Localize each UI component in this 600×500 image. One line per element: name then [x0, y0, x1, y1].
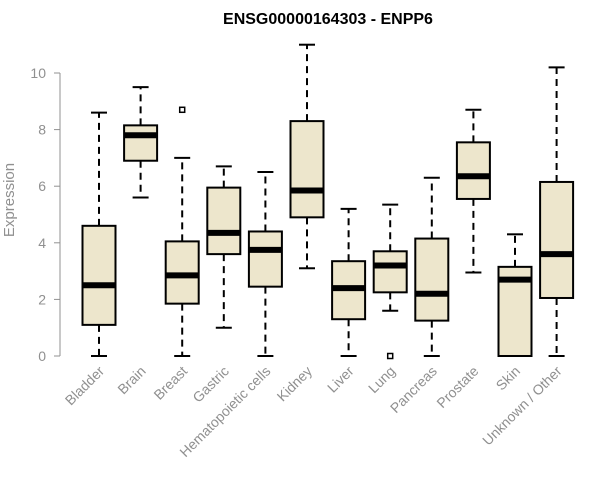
iqr-box — [539, 180, 575, 299]
x-category-label: Breast — [150, 363, 190, 403]
iqr-box — [247, 230, 283, 288]
box-bladder — [81, 111, 117, 357]
outlier-point — [178, 106, 186, 114]
x-category-label: Unknown / Other — [479, 363, 565, 449]
iqr-box — [206, 186, 242, 256]
x-category-label: Bladder — [62, 363, 108, 409]
iqr-box — [414, 237, 450, 322]
y-tick-label: 2 — [38, 291, 46, 307]
y-tick-label: 4 — [38, 235, 46, 251]
box-pancreas — [414, 176, 450, 357]
y-axis-label: Expression — [1, 163, 18, 237]
y-tick-label: 0 — [38, 348, 46, 364]
box-series — [81, 43, 575, 360]
x-category-label: Brain — [114, 363, 148, 397]
box-gastric — [206, 165, 242, 329]
iqr-box — [81, 224, 117, 326]
box-brain — [123, 86, 159, 199]
box-skin — [497, 233, 533, 358]
box-lung — [372, 203, 408, 360]
x-category-label: Kidney — [274, 363, 316, 405]
box-kidney — [289, 43, 325, 270]
y-tick-label: 8 — [38, 122, 46, 138]
y-axis: 0 2 4 6 8 10 — [30, 65, 61, 364]
chart-title: ENSG00000164303 - ENPP6 — [223, 11, 433, 28]
box-prostate — [455, 108, 491, 274]
iqr-box — [289, 120, 325, 219]
iqr-box — [123, 124, 159, 162]
y-tick-label: 6 — [38, 178, 46, 194]
iqr-box — [455, 141, 491, 200]
x-category-label: Skin — [493, 363, 524, 394]
box-breast — [164, 106, 200, 357]
y-tick-label: 10 — [30, 65, 46, 81]
outlier-point — [386, 352, 394, 360]
x-category-label: Prostate — [433, 363, 481, 411]
iqr-box — [372, 250, 408, 294]
box-hematopoietic-cells — [247, 171, 283, 357]
x-category-label: Liver — [324, 363, 357, 396]
box-liver — [331, 207, 367, 357]
box-unknown-other — [539, 66, 575, 357]
x-category-label: Lung — [365, 363, 398, 396]
